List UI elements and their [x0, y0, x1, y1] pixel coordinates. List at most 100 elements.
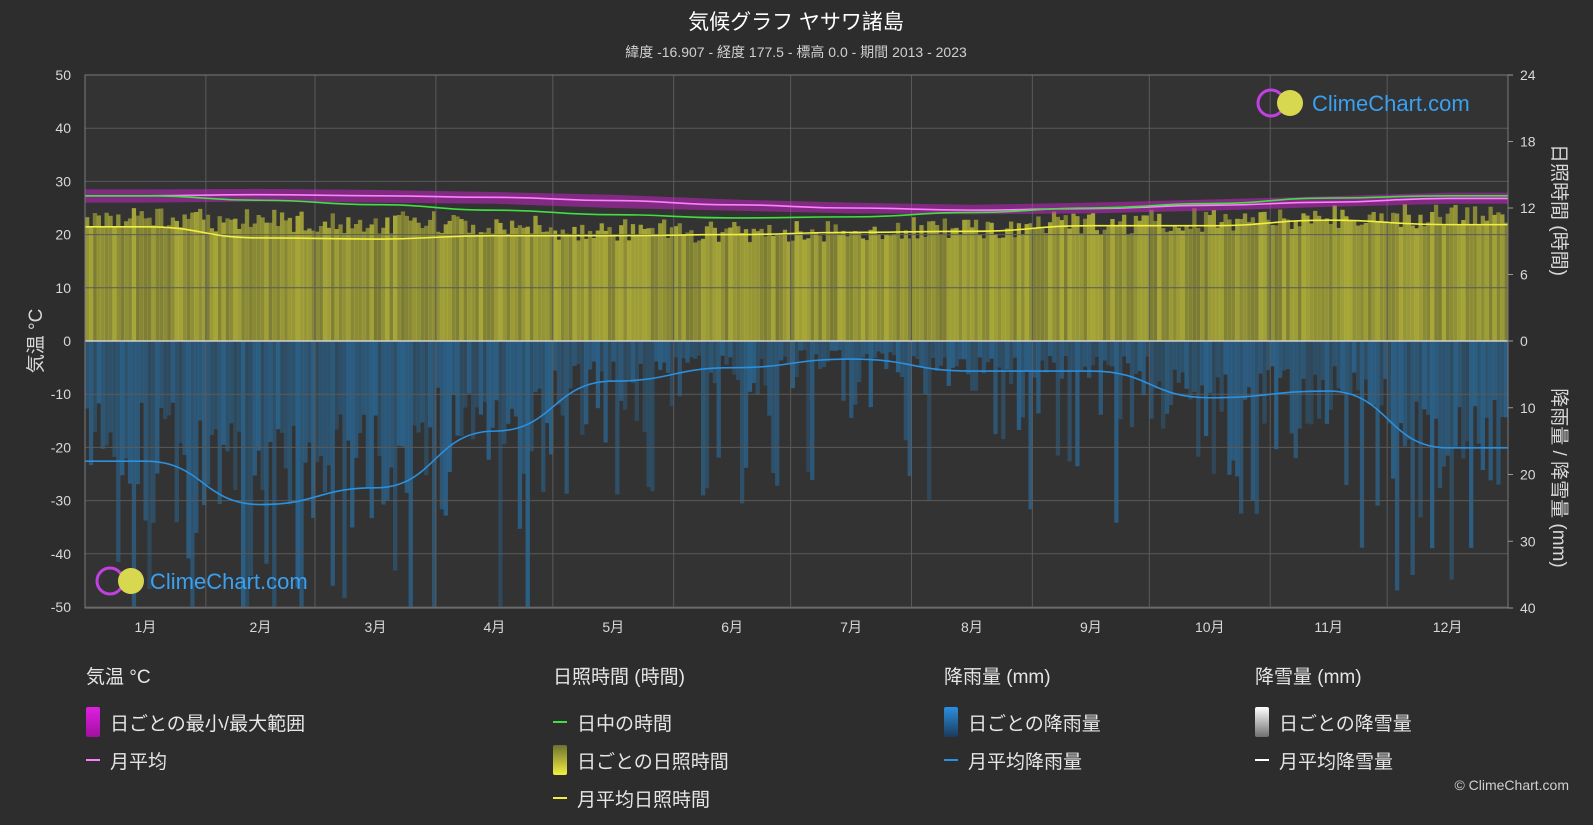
sunshine-bar [1344, 216, 1349, 341]
swatch [1255, 759, 1269, 761]
sunshine-bar [88, 227, 94, 341]
sunshine-bar [389, 233, 394, 341]
sunshine-bar [1227, 219, 1232, 341]
rain-bar [279, 341, 285, 433]
sunshine-bar [962, 219, 967, 341]
rain-bar [950, 341, 955, 368]
rain-bar [747, 341, 753, 392]
rain-bar [778, 341, 784, 361]
sunshine-bar [127, 218, 133, 341]
sunshine-bar [615, 240, 620, 341]
rain-bar [100, 341, 105, 449]
sunshine-bar [318, 226, 324, 341]
sunshine-bar [217, 216, 222, 341]
rain-bar [1086, 341, 1092, 378]
sunshine-bar [287, 217, 293, 341]
sunshine-bar [1005, 228, 1010, 341]
sunshine-bar [166, 225, 172, 341]
y-right-top-tick-label: 12 [1520, 200, 1536, 216]
sunshine-bar [1086, 214, 1092, 341]
rain-bar [1133, 341, 1139, 375]
sunshine-bar [821, 241, 827, 341]
rain-bar [1028, 341, 1033, 510]
rain-bar [1418, 341, 1423, 518]
rain-bar [1246, 341, 1252, 388]
sunshine-bar [650, 227, 655, 341]
y-left-tick-label: 10 [55, 280, 71, 296]
rain-bar [159, 341, 164, 408]
sunshine-bar [1157, 213, 1162, 341]
sunshine-bar [548, 227, 554, 341]
sunshine-bar [1363, 222, 1369, 341]
sunshine-bar [1430, 212, 1435, 341]
rain-bar [895, 341, 901, 373]
swatch [86, 707, 100, 737]
rain-bar [233, 341, 238, 491]
chart-subtitle: 緯度 -16.907 - 経度 177.5 - 標高 0.0 - 期間 2013… [625, 44, 967, 60]
rain-bar [354, 341, 359, 458]
rain-bar [786, 341, 792, 364]
sunshine-bar [1406, 214, 1411, 341]
rain-bar [198, 341, 203, 421]
sunshine-bar [443, 224, 448, 341]
rain-bar [1203, 341, 1209, 437]
rain-bar [509, 341, 515, 409]
sunshine-bar [342, 233, 347, 341]
rain-bar [1168, 341, 1174, 405]
temp-avg-line [85, 193, 1508, 211]
sunshine-bar [1110, 219, 1115, 341]
rain-bar [104, 341, 109, 446]
rain-bar [1480, 341, 1486, 471]
sunshine-bar [966, 219, 971, 341]
rain-bar [985, 341, 990, 363]
x-tick-label: 4月 [483, 619, 505, 635]
sunshine-bar [1277, 209, 1283, 341]
legend-temperature: 気温 °C 日ごとの最小/最大範囲 月平均 [86, 662, 305, 779]
rain-bar [1394, 341, 1400, 591]
sunshine-bar [1262, 211, 1267, 341]
y-right-bottom-label: 降雨量 / 降雪量 (mm) [1548, 388, 1570, 567]
series-lines [84, 193, 1508, 506]
rain-bar [1040, 341, 1045, 361]
rain-bar [1067, 341, 1072, 462]
rain-bar [295, 341, 300, 588]
rain-bar [1313, 341, 1318, 375]
sunshine-avg-line [84, 219, 1508, 240]
rain-bar [1176, 341, 1181, 383]
rain-bar [443, 341, 448, 516]
sunshine-bar [256, 214, 261, 341]
sunshine-bar [669, 227, 675, 341]
rain-bar [318, 341, 324, 457]
rain-bar [1164, 341, 1170, 414]
sunshine-bar [782, 229, 788, 341]
rain-bar [334, 341, 339, 430]
rain-bar [915, 341, 920, 360]
rain-bar [338, 341, 343, 415]
sunshine-bar [1375, 222, 1380, 341]
rain-bar [712, 341, 717, 384]
sunshine-bar [868, 229, 873, 341]
sunshine-bar [392, 215, 398, 341]
sunshine-bar [151, 225, 156, 341]
x-tick-label: 6月 [721, 619, 743, 635]
rain-bar [209, 341, 215, 435]
swatch [944, 707, 958, 737]
rain-bar [533, 341, 538, 393]
rain-bar [205, 341, 211, 485]
legend-sunshine: 日照時間 (時間) 日中の時間 日ごとの日照時間 月平均日照時間 [553, 662, 729, 817]
legend-item: 日ごとの降雪量 [1255, 703, 1412, 741]
sunshine-bar [494, 219, 499, 341]
sunshine-bar [1094, 230, 1100, 341]
rain-bar [1211, 341, 1217, 475]
sunshine-bar [1441, 225, 1447, 341]
sunshine-bar [209, 228, 215, 341]
rain-bar [1488, 341, 1493, 481]
sunshine-bar [1083, 218, 1088, 341]
rain-bar [1102, 341, 1107, 361]
rain-bar [322, 341, 328, 493]
sunshine-bar [576, 240, 581, 341]
rain-bar [283, 341, 289, 469]
sunshine-bar [1016, 223, 1022, 341]
rain-bar [888, 341, 893, 353]
